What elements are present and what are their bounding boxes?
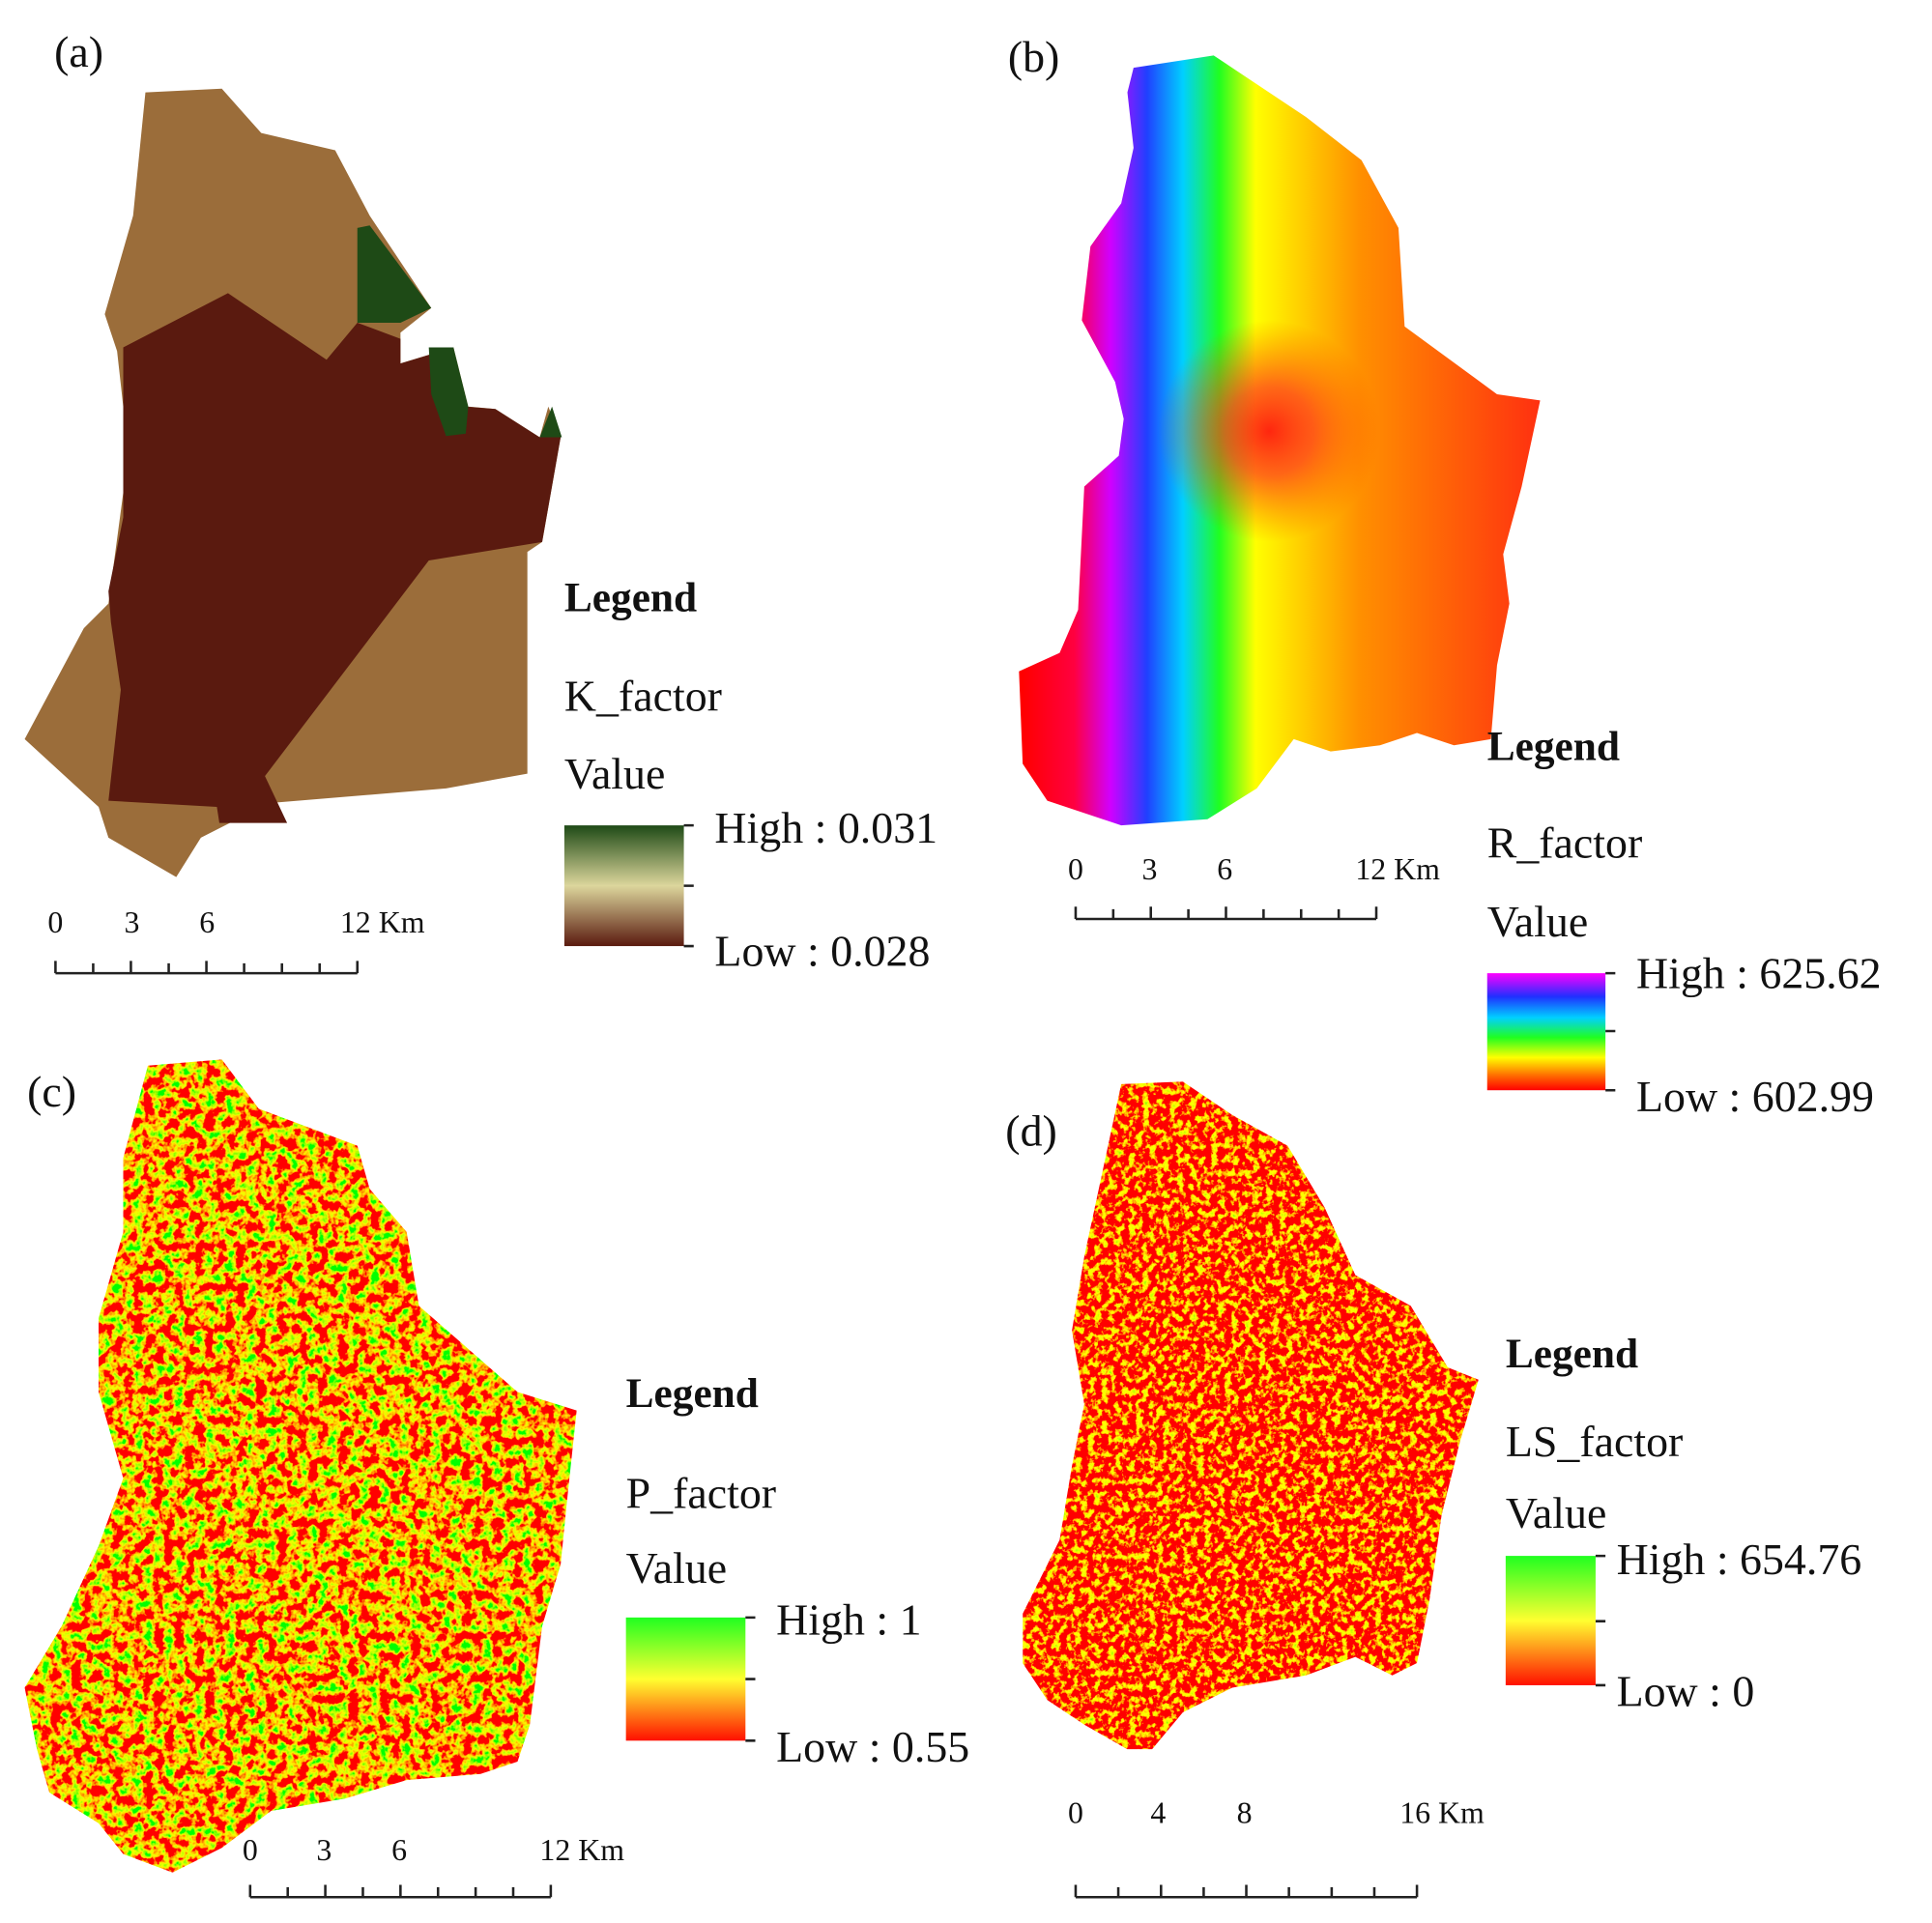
panel-label: (d) — [1005, 1106, 1057, 1156]
map-region — [539, 406, 562, 438]
map-region — [1023, 1081, 1479, 1750]
legend-low: Low : 602.99 — [1636, 1072, 1874, 1121]
scale-label: 8 — [1237, 1796, 1253, 1830]
legend-high: High : 654.76 — [1617, 1535, 1862, 1584]
scale-label: 6 — [199, 905, 215, 939]
map-hotspot — [1158, 320, 1380, 542]
legend-high: High : 625.62 — [1636, 948, 1882, 997]
raster — [1023, 1081, 1479, 1750]
panel-label: (a) — [54, 27, 103, 76]
map-region — [24, 1059, 577, 1873]
scale-label: 6 — [391, 1833, 407, 1867]
legend-low: Low : 0.55 — [776, 1722, 969, 1771]
scale-label: 4 — [1150, 1796, 1166, 1830]
legend-high: High : 0.031 — [714, 803, 937, 852]
color-ramp — [625, 1617, 746, 1741]
legend-field: Value — [1487, 897, 1588, 946]
scale-label: 0 — [243, 1833, 258, 1867]
ramp-ticks — [1595, 1554, 1606, 1687]
scale-label: 6 — [1217, 852, 1232, 886]
scale-label: 3 — [124, 905, 139, 939]
panel-label: (c) — [27, 1067, 76, 1116]
scale-label: 12 Km — [340, 905, 425, 939]
color-ramp — [1486, 973, 1606, 1091]
panel-a: (a) Legend K_factor Value High : 0.031 L… — [24, 27, 937, 975]
scale-bar — [248, 1884, 553, 1899]
panel-label: (b) — [1008, 32, 1060, 81]
map-region — [428, 347, 469, 437]
panel-b: (b) Legend R_factor Value High : 625.62 … — [1008, 32, 1882, 1121]
color-ramp — [1505, 1556, 1596, 1685]
scale-label: 12 Km — [539, 1833, 624, 1867]
legend-title: Legend — [1487, 724, 1620, 770]
legend-title: Legend — [564, 574, 697, 620]
map-region — [357, 225, 432, 324]
scale-label: 0 — [1068, 1796, 1083, 1830]
scale-bar — [54, 961, 360, 975]
legend-title: Legend — [626, 1370, 759, 1417]
panel-d: (d) Legend LS_factor Value High : 654.76… — [1005, 1081, 1862, 1899]
scale-label: 12 Km — [1355, 852, 1440, 886]
ramp-ticks — [1605, 971, 1616, 1092]
legend-layer: P_factor — [626, 1468, 776, 1517]
legend-field: Value — [564, 749, 665, 798]
color-ramp — [563, 825, 684, 947]
scale-bar — [1074, 906, 1378, 921]
legend-high: High : 1 — [776, 1595, 921, 1645]
scale-label: 0 — [47, 905, 63, 939]
legend-low: Low : 0 — [1617, 1667, 1755, 1716]
legend-layer: K_factor — [564, 672, 722, 721]
raster — [24, 1059, 577, 1873]
legend-title: Legend — [1506, 1331, 1638, 1377]
legend-low: Low : 0.028 — [714, 926, 930, 975]
scale-bar — [1074, 1884, 1419, 1899]
ramp-ticks — [745, 1616, 756, 1742]
panel-c: (c) Legend P_factor Value High : 1 Low :… — [24, 1059, 969, 1899]
legend-layer: R_factor — [1487, 818, 1643, 867]
legend-field: Value — [1506, 1488, 1606, 1537]
ramp-ticks — [683, 823, 694, 948]
scale-label: 3 — [1141, 852, 1157, 886]
scale-label: 3 — [316, 1833, 332, 1867]
legend-layer: LS_factor — [1506, 1417, 1683, 1466]
scale-label: 16 Km — [1399, 1796, 1485, 1830]
scale-label: 0 — [1068, 852, 1083, 886]
legend-field: Value — [626, 1543, 727, 1593]
